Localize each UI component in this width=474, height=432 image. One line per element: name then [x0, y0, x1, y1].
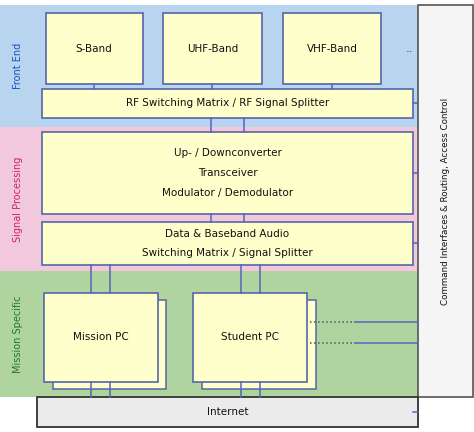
Text: Mission Specific: Mission Specific	[13, 295, 24, 373]
Text: Up- / Downconverter: Up- / Downconverter	[173, 148, 282, 158]
Text: RF Switching Matrix / RF Signal Splitter: RF Switching Matrix / RF Signal Splitter	[126, 98, 329, 108]
Bar	[42, 132, 413, 213]
Bar	[42, 89, 413, 118]
Text: S-Band: S-Band	[76, 44, 112, 54]
Bar	[37, 397, 418, 427]
Text: Mission PC: Mission PC	[73, 332, 129, 342]
Bar	[0, 5, 418, 127]
Text: Front End: Front End	[13, 43, 24, 89]
Bar	[46, 13, 143, 84]
Text: Student PC: Student PC	[221, 332, 279, 342]
Text: ..: ..	[406, 42, 413, 55]
Bar	[202, 300, 316, 389]
Text: UHF-Band: UHF-Band	[187, 44, 238, 54]
Bar	[42, 222, 413, 265]
Bar	[283, 13, 381, 84]
Bar	[418, 5, 473, 397]
Text: Transceiver: Transceiver	[198, 168, 257, 178]
Text: Signal Processing: Signal Processing	[13, 156, 24, 242]
Bar	[163, 13, 262, 84]
Text: Command Interfaces & Routing, Access Control: Command Interfaces & Routing, Access Con…	[441, 98, 450, 305]
Bar	[193, 293, 307, 381]
Bar	[53, 300, 166, 389]
Bar	[0, 271, 418, 397]
Text: Internet: Internet	[207, 407, 248, 417]
Bar	[44, 293, 158, 381]
Text: Modulator / Demodulator: Modulator / Demodulator	[162, 188, 293, 198]
Text: Data & Baseband Audio: Data & Baseband Audio	[165, 229, 290, 239]
Bar	[0, 127, 418, 271]
Text: Switching Matrix / Signal Splitter: Switching Matrix / Signal Splitter	[142, 248, 313, 258]
Text: VHF-Band: VHF-Band	[307, 44, 357, 54]
